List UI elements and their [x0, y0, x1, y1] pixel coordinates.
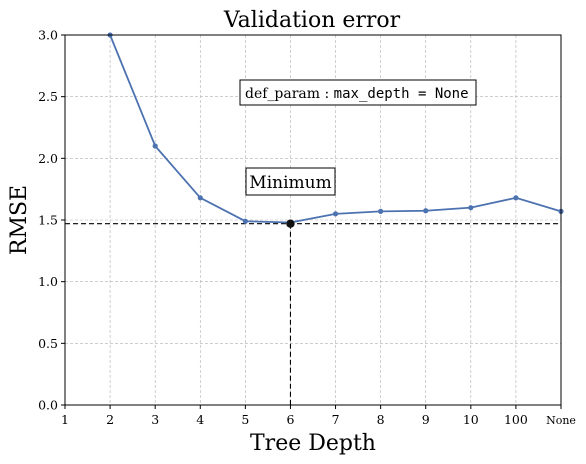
x-tick-label: 1 [61, 412, 69, 427]
x-tick-label: 100 [504, 412, 528, 427]
y-axis-ticks: 0.0 0.5 1.0 1.5 2.0 2.5 3.0 [38, 28, 65, 413]
data-point [423, 208, 429, 214]
x-tick-label: 2 [106, 412, 114, 427]
x-tick-label: 8 [377, 412, 385, 427]
data-point [513, 195, 519, 201]
data-point [152, 143, 158, 149]
x-tick-label: 3 [151, 412, 159, 427]
minimum-annotation-box [245, 167, 336, 196]
param-annotation: def_param : max_depth = None [239, 79, 477, 106]
y-tick-label: 0.5 [38, 336, 58, 351]
y-tick-label: 1.5 [38, 213, 58, 228]
chart-title: Validation error [223, 8, 401, 33]
minimum-reference-lines [65, 223, 561, 405]
minimum-annotation-text: Minimum [249, 173, 331, 193]
param-annotation-text: def_param : max_depth = None [245, 86, 469, 102]
x-tick-label: 9 [422, 412, 430, 427]
y-tick-label: 2.5 [38, 89, 58, 104]
x-tick-label: 5 [241, 412, 249, 427]
data-point [242, 218, 248, 224]
x-tick-label: 10 [463, 412, 479, 427]
param-annotation-box [239, 79, 477, 106]
minimum-annotation: Minimum [245, 167, 336, 196]
y-tick-label: 0.0 [38, 398, 58, 413]
y-axis-label: RMSE [7, 185, 32, 255]
x-tick-label: None [546, 414, 576, 427]
x-axis-ticks: 1 2 3 4 5 6 7 8 9 10 100 None [61, 405, 576, 427]
data-point [468, 205, 474, 211]
x-tick-label: 7 [332, 412, 340, 427]
data-point [332, 211, 339, 217]
y-tick-label: 2.0 [38, 151, 58, 166]
param-annotation-prefix: def_param : [245, 86, 334, 102]
y-tick-label: 3.0 [38, 28, 58, 43]
series-layer [107, 32, 564, 228]
series-line [109, 34, 562, 224]
param-annotation-code: max_depth = None [334, 86, 469, 102]
y-tick-label: 1.0 [38, 274, 58, 289]
x-axis-label: Tree Depth [250, 431, 376, 456]
x-tick-label: 6 [286, 412, 294, 427]
x-tick-label: 4 [196, 412, 204, 427]
data-point [378, 208, 384, 214]
data-point [197, 195, 203, 201]
minimum-point [286, 219, 295, 228]
